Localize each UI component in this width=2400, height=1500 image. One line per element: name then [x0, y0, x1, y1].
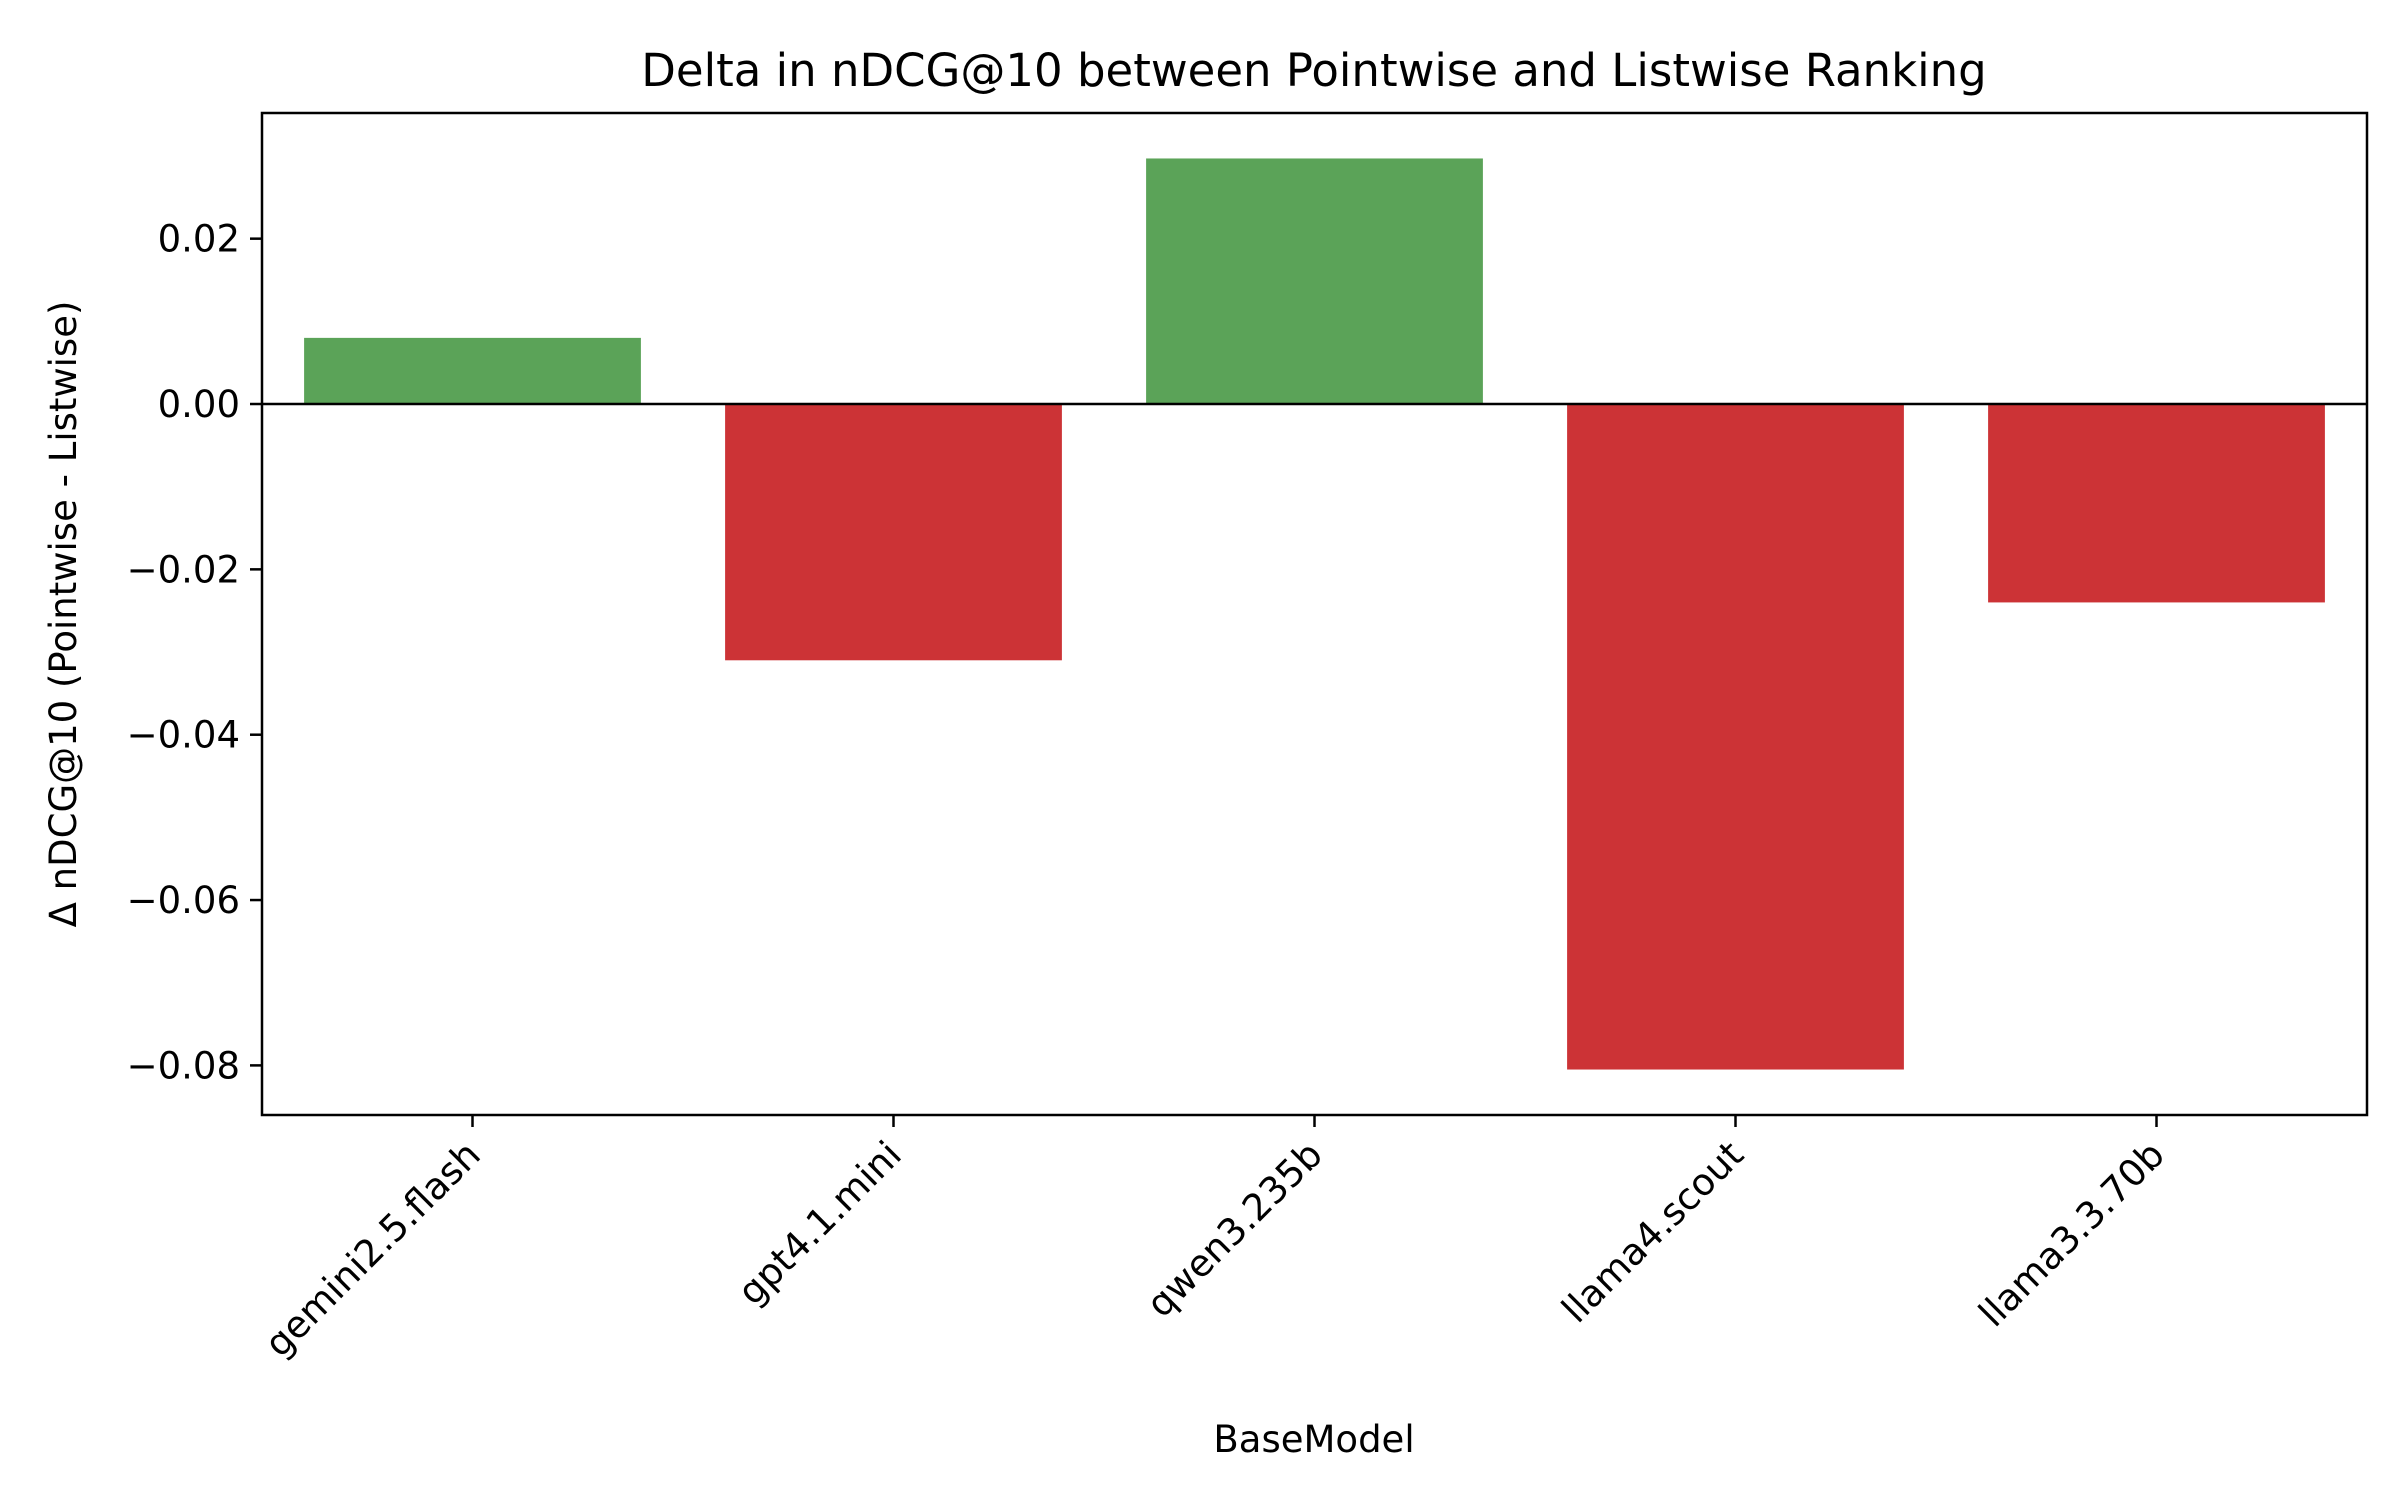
y-tick-label: 0.00: [158, 383, 240, 426]
x-axis-label: BaseModel: [1213, 1418, 1414, 1461]
y-axis: 0.02 0.00 −0.02 −0.04 −0.06 −0.08: [127, 218, 262, 1087]
y-tick-label: −0.08: [127, 1044, 240, 1087]
bar-llama4.scout: [1567, 404, 1904, 1070]
x-tick-label: gpt4.1.mini: [729, 1133, 909, 1313]
y-axis-label: Δ nDCG@10 (Pointwise - Listwise): [42, 301, 85, 928]
x-tick-label: llama4.scout: [1554, 1133, 1752, 1331]
bar-gpt4.1.mini: [725, 404, 1062, 661]
bar-qwen3.235b: [1146, 158, 1483, 405]
x-axis: gemini2.5.flash gpt4.1.mini qwen3.235b llam…: [256, 1115, 2173, 1365]
y-tick-label: −0.04: [127, 714, 240, 757]
x-tick-label: gemini2.5.flash: [256, 1133, 488, 1365]
y-tick-label: 0.02: [158, 218, 240, 261]
bar-llama3.3.70b: [1988, 404, 2325, 603]
plot-frame: [260, 111, 2369, 1117]
bar-gemini2.5.flash: [304, 337, 641, 405]
y-tick-label: −0.02: [127, 548, 240, 591]
x-tick-label: llama3.3.70b: [1971, 1133, 2173, 1335]
bars-group: [304, 158, 2325, 1070]
x-tick-label: qwen3.235b: [1138, 1133, 1331, 1326]
y-tick-label: −0.06: [127, 879, 240, 922]
chart-title: Delta in nDCG@10 between Pointwise and L…: [641, 44, 1986, 97]
